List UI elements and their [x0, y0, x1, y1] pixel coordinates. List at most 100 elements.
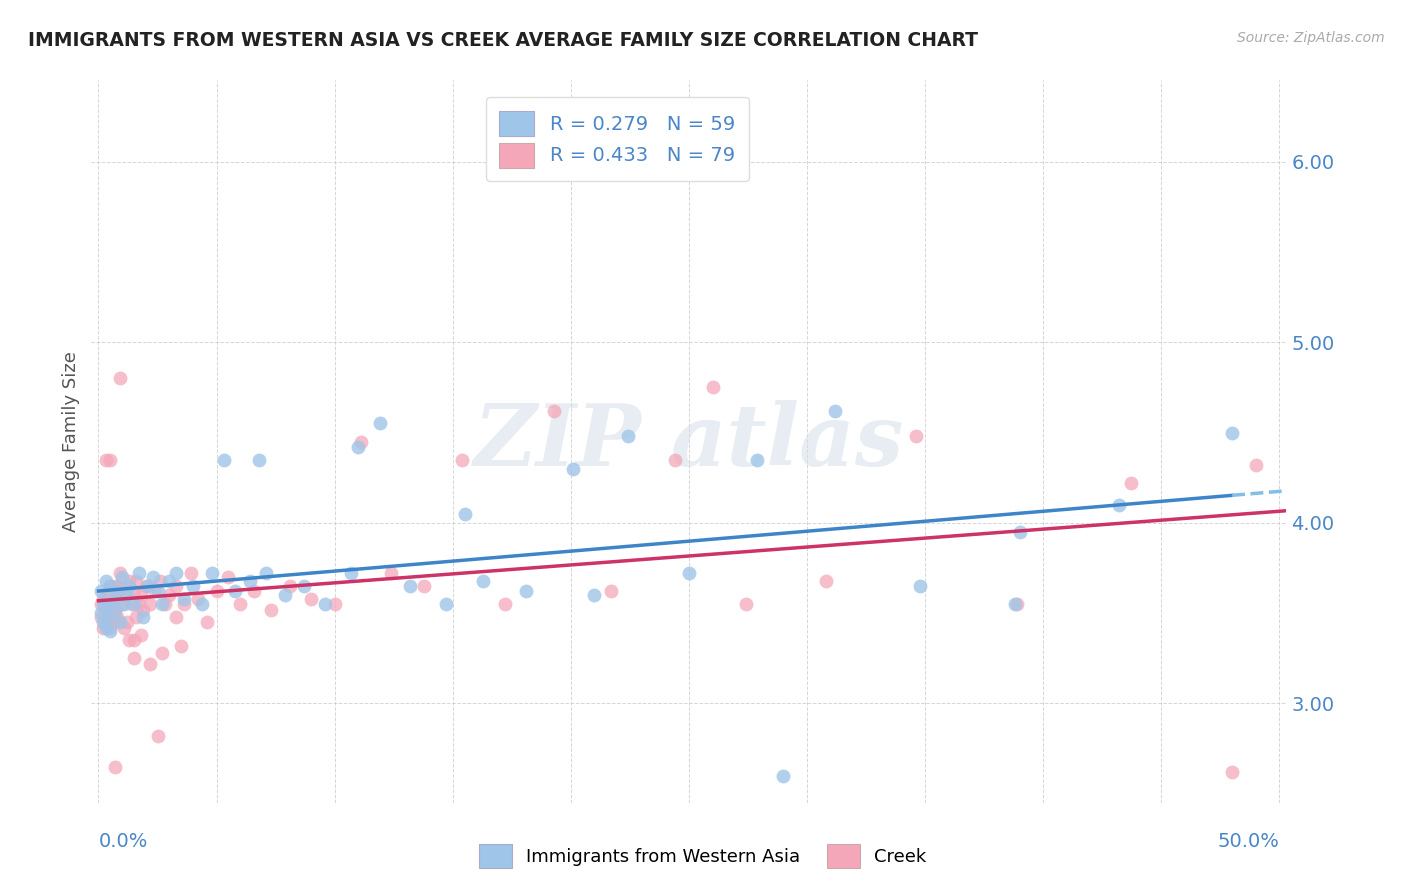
Point [562, 461, 585, 475]
Point [212, 452, 235, 467]
Point [180, 566, 202, 581]
Point [243, 584, 266, 599]
Point [97, 597, 120, 611]
Point [1119, 476, 1142, 491]
Point [1108, 498, 1130, 512]
Point [108, 615, 131, 630]
Point [323, 597, 346, 611]
Y-axis label: Average Family Size: Average Family Size [62, 351, 80, 532]
Point [350, 434, 373, 449]
Point [150, 646, 173, 660]
Point [115, 588, 138, 602]
Point [98, 579, 121, 593]
Point [98, 621, 121, 635]
Point [1220, 425, 1243, 440]
Point [191, 597, 214, 611]
Point [747, 452, 769, 467]
Point [108, 371, 131, 385]
Point [1004, 597, 1026, 611]
Text: IMMIGRANTS FROM WESTERN ASIA VS CREEK AVERAGE FAMILY SIZE CORRELATION CHART: IMMIGRANTS FROM WESTERN ASIA VS CREEK AV… [28, 31, 979, 50]
Point [125, 609, 148, 624]
Point [114, 597, 136, 611]
Point [90, 597, 112, 611]
Point [101, 615, 124, 630]
Point [157, 574, 180, 588]
Point [340, 566, 363, 581]
Point [142, 570, 165, 584]
Point [98, 624, 121, 639]
Point [118, 579, 141, 593]
Point [1008, 524, 1031, 539]
Point [201, 566, 224, 581]
Point [150, 597, 173, 611]
Point [347, 440, 370, 454]
Point [108, 566, 131, 581]
Point [105, 609, 128, 624]
Text: 0.0%: 0.0% [98, 831, 148, 851]
Point [734, 597, 756, 611]
Point [98, 579, 121, 593]
Point [247, 452, 270, 467]
Point [104, 606, 127, 620]
Point [139, 597, 162, 611]
Point [380, 566, 402, 581]
Point [165, 579, 187, 593]
Point [136, 579, 159, 593]
Point [105, 579, 128, 593]
Point [115, 615, 138, 630]
Point [149, 574, 172, 588]
Point [94, 615, 117, 630]
Point [702, 380, 724, 394]
Point [157, 588, 180, 602]
Point [824, 404, 846, 418]
Point [125, 574, 148, 588]
Point [1244, 458, 1267, 472]
Point [472, 574, 495, 588]
Point [292, 579, 315, 593]
Point [146, 729, 169, 743]
Point [543, 404, 565, 418]
Point [111, 570, 134, 584]
Point [173, 591, 195, 606]
Point [90, 584, 112, 599]
Point [274, 588, 297, 602]
Point [434, 597, 457, 611]
Point [254, 566, 277, 581]
Legend: Immigrants from Western Asia, Creek: Immigrants from Western Asia, Creek [468, 834, 938, 879]
Point [187, 591, 209, 606]
Point [114, 621, 136, 635]
Point [278, 579, 301, 593]
Point [128, 597, 150, 611]
Point [368, 417, 391, 431]
Point [143, 584, 166, 599]
Point [229, 597, 252, 611]
Point [1220, 765, 1243, 780]
Point [118, 574, 141, 588]
Point [101, 597, 124, 611]
Point [114, 588, 136, 602]
Point [165, 566, 187, 581]
Point [98, 579, 121, 593]
Point [181, 579, 204, 593]
Point [94, 574, 117, 588]
Point [91, 621, 114, 635]
Point [314, 597, 336, 611]
Point [260, 602, 283, 616]
Point [616, 429, 638, 443]
Point [97, 609, 120, 624]
Point [135, 579, 157, 593]
Point [399, 579, 422, 593]
Point [97, 597, 120, 611]
Legend: R = 0.279   N = 59, R = 0.433   N = 79: R = 0.279 N = 59, R = 0.433 N = 79 [485, 97, 749, 181]
Point [129, 588, 152, 602]
Point [299, 591, 322, 606]
Point [170, 639, 193, 653]
Point [132, 602, 155, 616]
Point [128, 566, 150, 581]
Point [91, 597, 114, 611]
Point [118, 633, 141, 648]
Point [122, 584, 145, 599]
Point [122, 651, 145, 665]
Point [678, 566, 700, 581]
Point [239, 574, 262, 588]
